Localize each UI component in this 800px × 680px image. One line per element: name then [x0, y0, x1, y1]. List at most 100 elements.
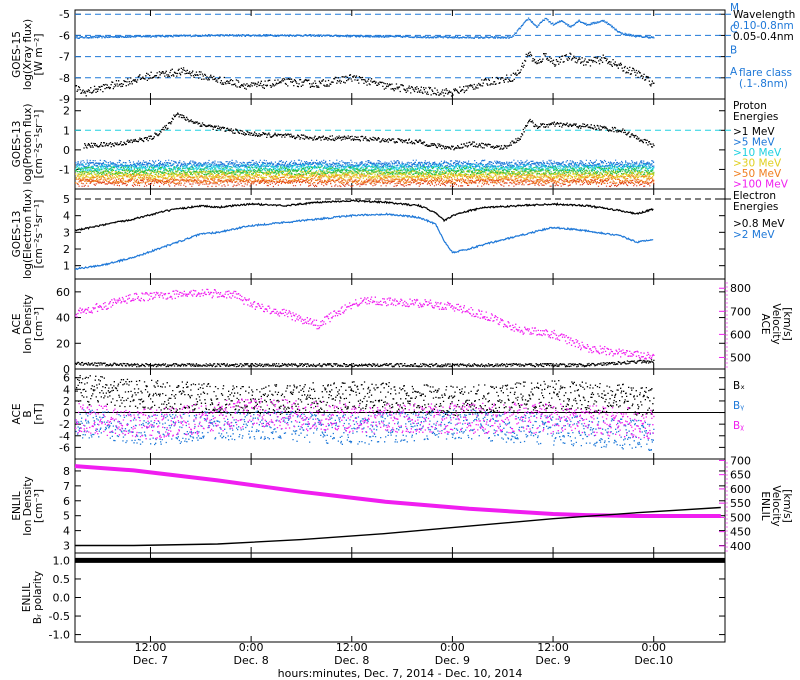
y-tick-label: -5: [59, 8, 70, 21]
series-velocity: [75, 288, 655, 360]
y-axis-label: Bᵣ polarity: [32, 571, 44, 624]
y-tick-label: 4: [63, 210, 70, 223]
legend-entry: 0.05-0.4nm: [733, 31, 794, 43]
y-tick-label: 8: [63, 465, 70, 478]
y-tick-label: 0: [63, 407, 70, 420]
legend-note: flare class: [739, 67, 792, 79]
x-tick-time: 12:00: [135, 641, 167, 654]
legend-entry: >5 MeV: [733, 137, 775, 149]
y-tick-label: -7: [59, 51, 70, 64]
series-bx: [75, 374, 655, 417]
legend-entry: >100 MeV: [733, 179, 789, 191]
legend-entry: >50 MeV: [733, 168, 782, 180]
y-tick-label: 20: [56, 337, 70, 350]
y-axis-label: GOES-15: [11, 31, 23, 78]
y-axis-label: Ion Density: [22, 294, 34, 353]
y-tick-label: -6: [59, 29, 70, 42]
right-y-tick-label: 500: [730, 511, 751, 524]
y-axis-label: ACE: [11, 314, 23, 335]
series-0-10-0-8nm: [75, 17, 655, 40]
y-axis-label: log(Xray flux): [22, 19, 34, 90]
y-axis-label: GOES-13: [11, 211, 23, 258]
y-axis-label: Ion Density: [22, 476, 34, 535]
right-y-tick-label: 500: [730, 351, 751, 364]
y-tick-label: -8: [59, 72, 70, 85]
y-tick-label: 4: [63, 525, 70, 538]
flare-class-label: B: [730, 45, 737, 57]
series-line: [75, 506, 721, 547]
right-y-tick-label: 450: [730, 526, 751, 539]
legend-entry: >30 MeV: [733, 158, 782, 170]
y-tick-label: 7: [63, 480, 70, 493]
y-tick-label: -1: [59, 163, 70, 176]
right-y-tick-label: 650: [730, 469, 751, 482]
flare-class-label: M: [730, 2, 739, 14]
right-y-tick-label: 600: [730, 483, 751, 496]
right-axis-label: ACE: [759, 314, 771, 335]
panel-proton: 2 1 0 -1 GOES-13 log(Proton flux) [cm⁻²s⁻¹sr⁻¹…: [11, 98, 789, 191]
y-tick-label: -0.5: [49, 610, 70, 623]
y-tick-label: 2: [63, 395, 70, 408]
panel-frame: [74, 552, 726, 643]
right-y-tick-label: 400: [730, 540, 751, 553]
x-tick-time: 0:00: [440, 641, 465, 654]
y-axis-label: [nT]: [33, 403, 45, 424]
panel-frame: [74, 188, 726, 280]
x-tick-date: Dec. 8: [233, 654, 268, 667]
legend-title: Energies: [733, 201, 778, 213]
series-velocity: [74, 464, 721, 518]
x-axis-label: hours:minutes, Dec. 7, 2014 - Dec. 10, 2…: [278, 667, 523, 680]
y-tick-label: 6: [63, 372, 70, 385]
x-tick-time: 12:00: [537, 641, 569, 654]
right-axis-label: [km/s]: [781, 307, 793, 341]
proton-band-points: [77, 170, 655, 179]
y-tick-label: -2: [59, 418, 70, 431]
legend-entry: 0.10-0.8nm: [733, 20, 794, 32]
y-tick-label: 0: [63, 144, 70, 157]
panel-xray: -5 -6 -7 -8 -9 GOES-15 log(Xray flux) [W m⁻²] MC…: [11, 2, 795, 106]
legend-entry: >1 MeV: [733, 126, 775, 138]
y-tick-label: -9: [59, 93, 70, 106]
right-y-tick-label: 700: [730, 305, 751, 318]
x-tick-date: Dec. 8: [334, 654, 369, 667]
y-tick-label: 5: [63, 193, 70, 206]
x-tick-time: 0:00: [641, 641, 666, 654]
panel-frame: [74, 9, 726, 100]
legend-entry: Bᵪ: [733, 420, 744, 432]
x-tick-date: Dec.10: [634, 654, 673, 667]
y-axis-label: ENLIL: [21, 583, 33, 612]
right-axis-label: [km/s]: [781, 489, 793, 523]
flare-class-label: C: [730, 23, 737, 35]
y-axis-label: GOES-13: [11, 121, 23, 168]
panel-enlil_polarity: 1.0 0.5 0.0 -0.5 -1.0 ENLIL Bᵣ polarity: [21, 552, 726, 643]
y-axis-label: [W m⁻²]: [33, 34, 45, 76]
y-tick-label: -1.0: [49, 629, 70, 642]
legend-note: (.1-.8nm): [739, 78, 788, 90]
x-tick-date: Dec. 7: [133, 654, 168, 667]
y-tick-label: 3: [63, 540, 70, 553]
panel-electron: 5 4 3 2 1 GOES-13 log(Electron flux) [cm⁻²s⁻¹sr…: [11, 188, 785, 280]
y-tick-label: 0: [63, 363, 70, 376]
series-density: [75, 506, 721, 547]
series-points: [75, 374, 655, 417]
series-points: [75, 359, 655, 368]
right-y-tick-label: 600: [730, 328, 751, 341]
y-tick-label: 5: [63, 510, 70, 523]
y-axis-label: log(Proton flux): [22, 104, 34, 185]
series-line: [74, 199, 654, 232]
right-y-tick-label: 700: [730, 454, 751, 467]
series--1-mev: [83, 112, 655, 151]
y-tick-label: 60: [56, 286, 70, 299]
right-axis-label: Velocity: [770, 303, 782, 344]
legend-entry: >0.8 MeV: [733, 218, 785, 230]
legend-title: Electron: [733, 190, 776, 202]
series-points: [75, 51, 655, 97]
series-line: [74, 464, 721, 518]
series-density: [75, 359, 655, 368]
x-tick-time: 0:00: [239, 641, 264, 654]
y-tick-label: 3: [63, 226, 70, 239]
y-axis-label: log(Electron flux): [22, 189, 34, 279]
y-tick-label: 4: [63, 383, 70, 396]
